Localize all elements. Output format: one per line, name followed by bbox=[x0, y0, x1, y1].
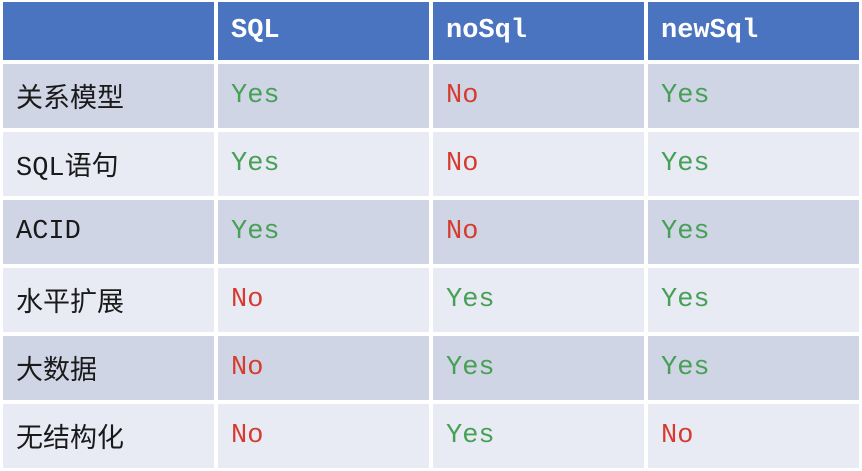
cell-value: No bbox=[218, 268, 429, 332]
table-grid: SQL noSql newSql 关系模型 Yes No Yes SQL语句 Y… bbox=[3, 2, 859, 468]
column-header-newsql: newSql bbox=[648, 2, 859, 60]
cell-value: Yes bbox=[648, 336, 859, 400]
cell-value: Yes bbox=[648, 268, 859, 332]
cell-value: Yes bbox=[648, 64, 859, 128]
cell-value: Yes bbox=[433, 336, 644, 400]
row-label: ACID bbox=[3, 200, 214, 264]
cell-value: Yes bbox=[433, 268, 644, 332]
cell-value: No bbox=[433, 64, 644, 128]
column-header-nosql: noSql bbox=[433, 2, 644, 60]
row-label: 关系模型 bbox=[3, 64, 214, 128]
cell-value: Yes bbox=[218, 64, 429, 128]
cell-value: No bbox=[433, 132, 644, 196]
row-label: 无结构化 bbox=[3, 404, 214, 468]
cell-value: No bbox=[648, 404, 859, 468]
cell-value: No bbox=[433, 200, 644, 264]
row-label: SQL语句 bbox=[3, 132, 214, 196]
row-label: 水平扩展 bbox=[3, 268, 214, 332]
cell-value: No bbox=[218, 336, 429, 400]
cell-value: No bbox=[218, 404, 429, 468]
cell-value: Yes bbox=[648, 200, 859, 264]
column-header-sql: SQL bbox=[218, 2, 429, 60]
cell-value: Yes bbox=[218, 200, 429, 264]
row-label: 大数据 bbox=[3, 336, 214, 400]
cell-value: Yes bbox=[218, 132, 429, 196]
cell-value: Yes bbox=[433, 404, 644, 468]
corner-header-cell bbox=[3, 2, 214, 60]
cell-value: Yes bbox=[648, 132, 859, 196]
